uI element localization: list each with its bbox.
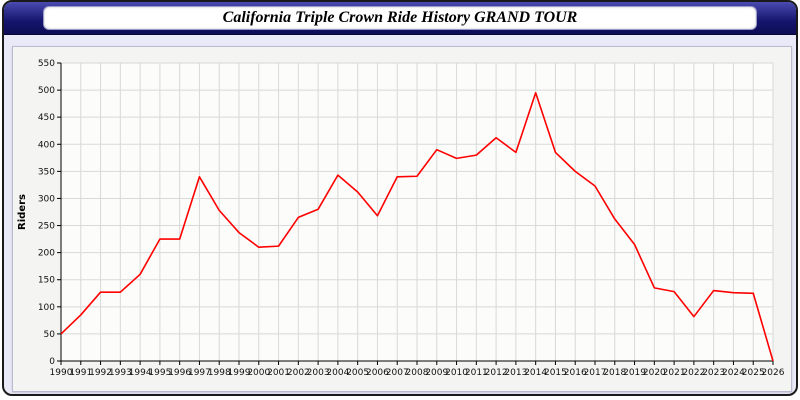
y-tick-label: 50 [44, 330, 56, 340]
x-tick-label: 1994 [129, 368, 152, 378]
y-tick-label: 100 [38, 303, 55, 313]
x-tick-label: 1995 [148, 368, 171, 378]
x-tick-label: 2017 [584, 368, 607, 378]
x-tick-label: 2008 [406, 368, 429, 378]
x-tick-label: 2007 [386, 368, 409, 378]
y-tick-label: 200 [38, 249, 55, 259]
y-tick-label: 500 [38, 86, 55, 96]
ride-history-line-chart: 0501001502002503003504004505005501990199… [17, 59, 785, 378]
x-tick-label: 2013 [504, 368, 527, 378]
x-tick-label: 2012 [485, 368, 508, 378]
x-tick-label: 2019 [623, 368, 646, 378]
x-tick-label: 1993 [109, 368, 132, 378]
title-box: California Triple Crown Ride History GRA… [43, 6, 757, 30]
y-tick-label: 400 [38, 140, 55, 150]
x-tick-label: 1991 [69, 368, 92, 378]
x-tick-label: 1999 [228, 368, 251, 378]
x-tick-label: 2014 [524, 368, 547, 378]
x-tick-label: 2005 [346, 368, 369, 378]
riders-series-line [60, 91, 774, 362]
x-tick-label: 2004 [326, 368, 349, 378]
x-tick-label: 2010 [445, 368, 468, 378]
title-bar: California Triple Crown Ride History GRA… [4, 2, 796, 35]
x-tick-label: 2003 [307, 368, 330, 378]
x-tick-label: 2018 [603, 368, 626, 378]
x-tick-label: 1998 [208, 368, 231, 378]
x-tick-label: 1990 [50, 368, 73, 378]
x-tick-label: 2001 [267, 368, 290, 378]
y-tick-label: 350 [38, 167, 55, 177]
x-tick-label: 2026 [762, 368, 785, 378]
x-tick-label: 2024 [722, 368, 745, 378]
x-tick-label: 2022 [682, 368, 705, 378]
x-tick-label: 2021 [663, 368, 686, 378]
x-tick-label: 2000 [247, 368, 270, 378]
x-tick-label: 2025 [742, 368, 765, 378]
x-tick-label: 2006 [366, 368, 389, 378]
page-title: California Triple Crown Ride History GRA… [222, 9, 578, 26]
y-axis-label: Riders [17, 194, 28, 230]
y-tick-label: 550 [38, 59, 55, 69]
x-tick-label: 2016 [564, 368, 587, 378]
x-tick-label: 2023 [702, 368, 725, 378]
x-tick-label: 2011 [465, 368, 488, 378]
y-tick-label: 450 [38, 113, 55, 123]
y-tick-label: 150 [38, 276, 55, 286]
x-tick-label: 1997 [188, 368, 211, 378]
x-tick-label: 2020 [643, 368, 666, 378]
x-tick-label: 1996 [168, 368, 191, 378]
chart-panel: 0 50 100 150 200 250 300 350 400 450 500 550 1990 199… [12, 46, 792, 392]
y-tick-label: 250 [38, 222, 55, 232]
y-tick-label: 300 [38, 194, 55, 204]
x-tick-label: 2015 [544, 368, 567, 378]
x-tick-label: 1992 [89, 368, 112, 378]
x-tick-label: 2009 [425, 368, 448, 378]
x-tick-label: 2002 [287, 368, 310, 378]
y-tick-label: 0 [49, 357, 55, 367]
